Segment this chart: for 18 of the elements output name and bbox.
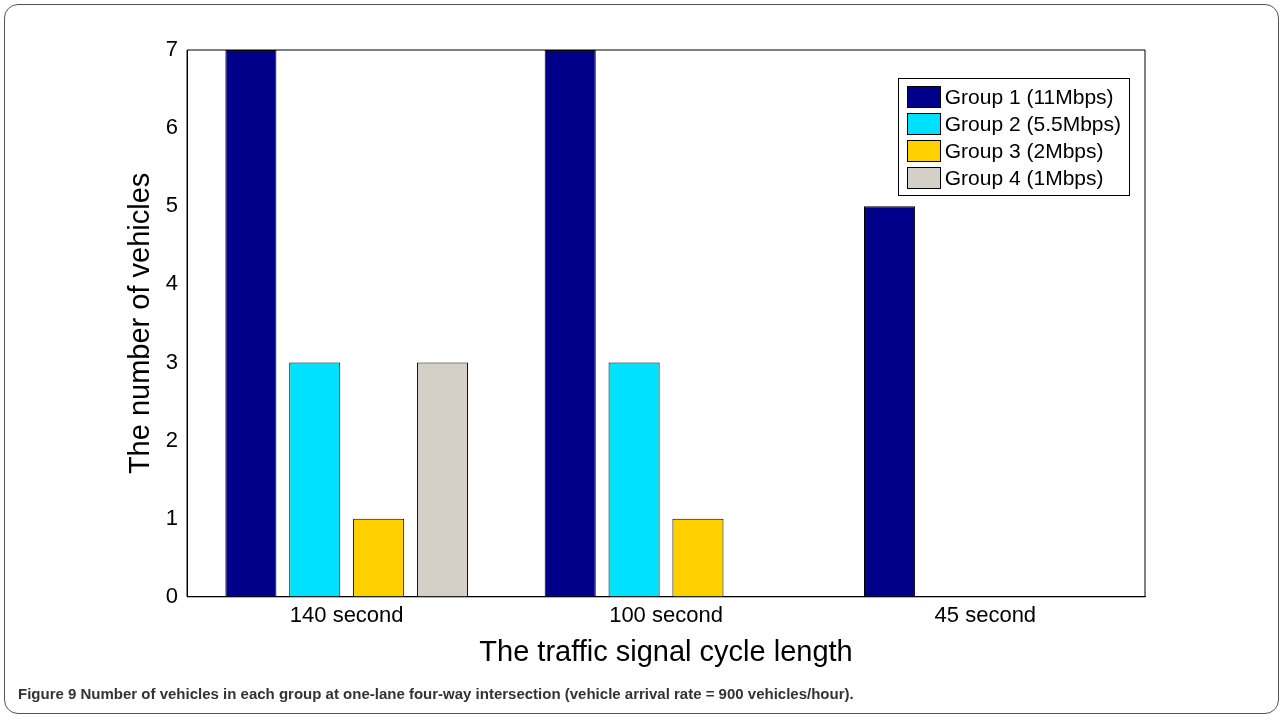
legend-label: Group 2 (5.5Mbps) (944, 111, 1121, 136)
y-tick-label: 5 (165, 192, 179, 218)
legend-label: Group 4 (1Mbps) (944, 165, 1104, 190)
legend-label: Group 3 (2Mbps) (944, 138, 1104, 163)
y-tick-label: 1 (165, 504, 179, 530)
y-axis-title: The number of vehicles (123, 172, 156, 475)
x-tick-label: 45 second (934, 602, 1037, 628)
legend-label: Group 1 (11Mbps) (944, 84, 1114, 109)
x-tick-label: 100 second (609, 602, 723, 628)
caption: Figure 9 Number of vehicles in each group at one-lane four-way intersection (vehicle arrival rate = 900 vehicles/hour). (18, 685, 854, 702)
y-tick-label: 4 (165, 270, 179, 296)
y-tick-label: 0 (165, 582, 179, 608)
y-tick-label: 2 (165, 426, 179, 452)
x-tick-label: 140 second (289, 602, 404, 628)
x-axis-title: The traffic signal cycle length (479, 634, 853, 667)
y-tick-label: 6 (165, 114, 179, 140)
y-tick-label: 7 (165, 36, 179, 62)
y-tick-label: 3 (165, 348, 179, 374)
